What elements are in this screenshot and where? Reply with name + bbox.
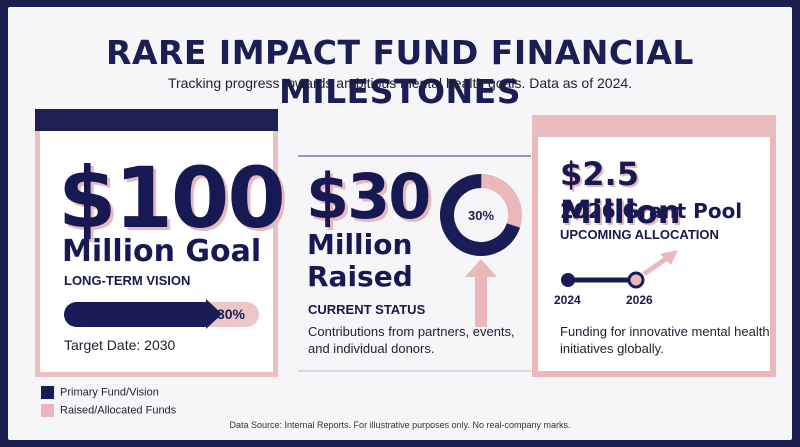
arrow-up-right-head <box>660 250 678 265</box>
grant-pool: 2026 Grant Pool <box>560 199 743 223</box>
grant-card: $2.5 Million 2026 Grant Pool UPCOMING AL… <box>532 115 776 377</box>
goal-progress-percent: 30% <box>216 306 245 322</box>
raised-bottom-divider <box>298 370 531 372</box>
timeline-year-start: 2024 <box>554 293 581 307</box>
legend-item-primary: Primary Fund/Vision <box>41 386 159 399</box>
page-title: RARE IMPACT FUND FINANCIAL MILESTONES <box>106 33 694 111</box>
grant-card-header-bar <box>532 115 776 137</box>
legend-swatch-primary <box>41 386 54 399</box>
goal-card: $100 Million Goal LONG-TERM VISION 30% T… <box>35 109 286 377</box>
legend-label-primary: Primary Fund/Vision <box>60 386 159 399</box>
data-source-note: Data Source: Internal Reports. For illus… <box>229 420 571 430</box>
timeline-end-dot <box>627 271 645 289</box>
raised-description: Contributions from partners, events, and… <box>308 324 515 356</box>
raised-unit: Million Raised <box>307 229 413 293</box>
page-subtitle: Tracking progress towards ambitious ment… <box>167 75 633 91</box>
goal-unit: Million Goal <box>62 234 262 269</box>
donut-percent: 30% <box>468 208 494 223</box>
raised-unit-line2: Raised <box>307 260 413 293</box>
goal-target-date: Target Date: 2030 <box>64 337 176 353</box>
raised-donut-chart: 30% <box>440 174 522 256</box>
grant-timeline <box>561 250 678 289</box>
goal-card-header-bar <box>35 109 278 131</box>
legend-label-raised: Raised/Allocated Funds <box>60 404 177 417</box>
timeline-year-end: 2026 <box>626 293 653 307</box>
grant-label: UPCOMING ALLOCATION <box>560 227 719 242</box>
goal-amount: $100 <box>58 149 286 247</box>
timeline-start-dot <box>561 273 575 287</box>
goal-progress-bar: 30% <box>64 299 259 329</box>
grant-description: Funding for innovative mental health ini… <box>560 324 770 356</box>
arrow-right-icon <box>206 299 222 329</box>
infographic-panel: RARE IMPACT FUND FINANCIAL MILESTONES Tr… <box>8 7 792 440</box>
goal-label: LONG-TERM VISION <box>64 273 191 288</box>
raised-amount: $30 <box>306 160 431 233</box>
legend-swatch-raised <box>41 404 54 417</box>
arrow-up-icon <box>465 259 497 327</box>
legend-item-raised: Raised/Allocated Funds <box>41 404 176 417</box>
raised-top-divider <box>298 155 531 157</box>
raised-status: CURRENT STATUS <box>308 302 426 317</box>
raised-unit-line1: Million <box>307 228 413 261</box>
goal-progress-fill <box>64 302 208 327</box>
grant-amount: $2.5 Million <box>560 155 681 231</box>
